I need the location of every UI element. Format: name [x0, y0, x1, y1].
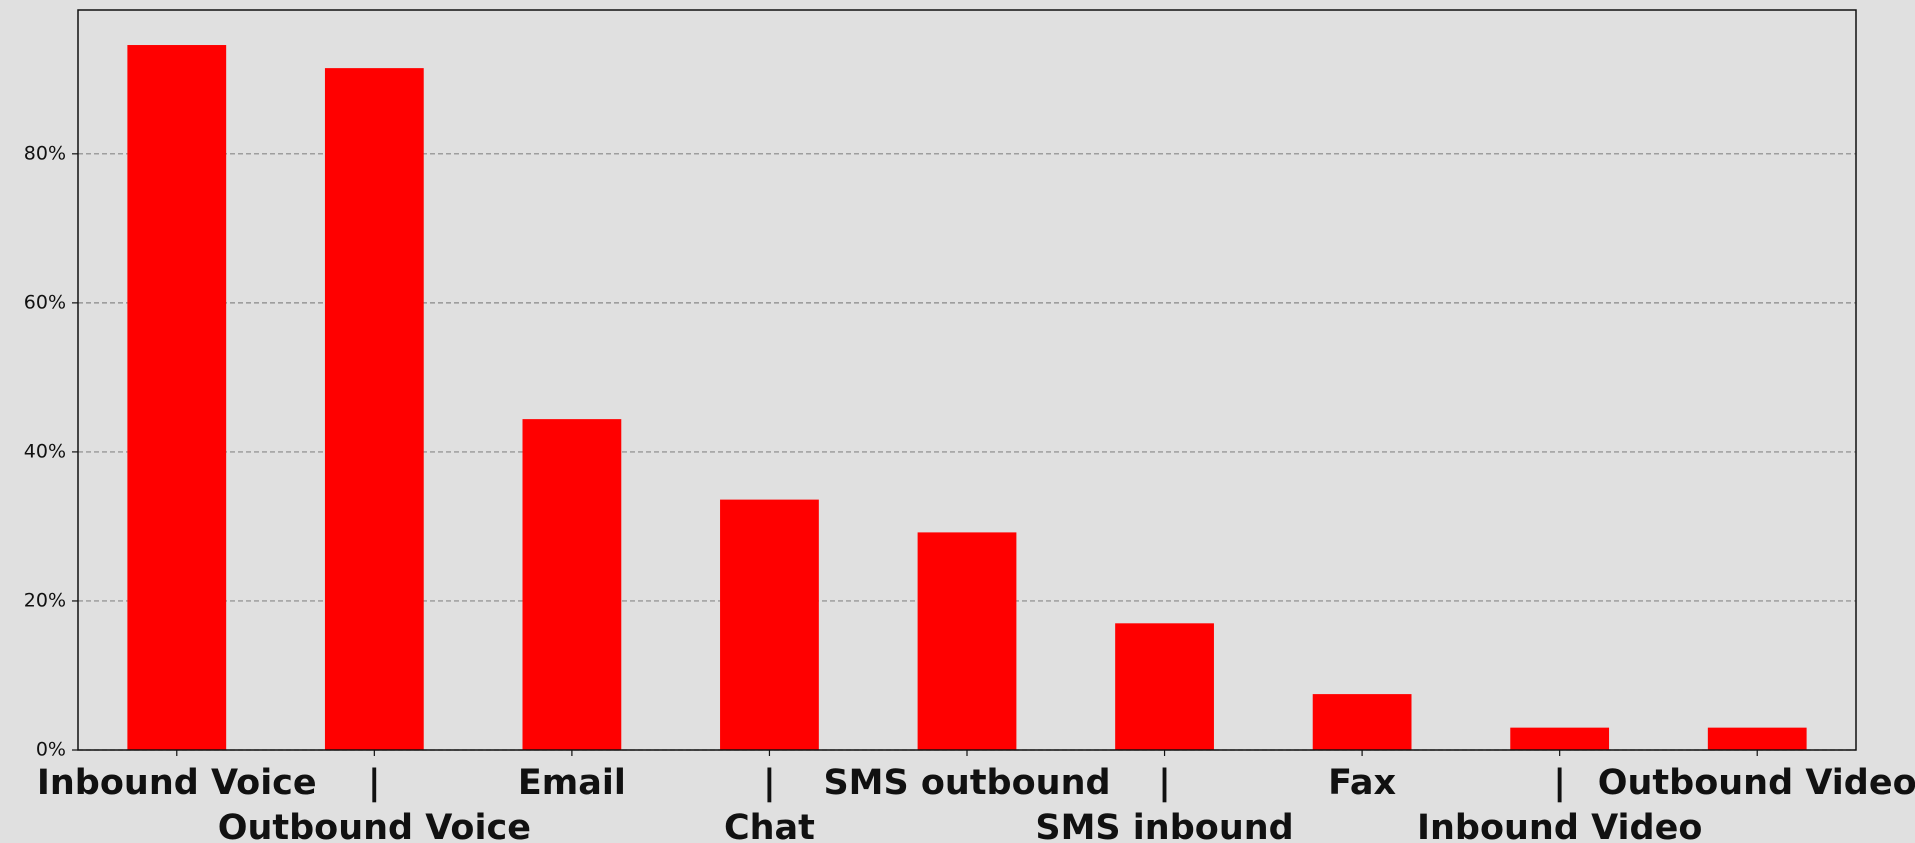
x-tick-label: Outbound Voice	[218, 808, 531, 843]
bar	[1707, 727, 1807, 750]
y-tick-label: 80%	[24, 142, 66, 164]
x-tick-label: Inbound Voice	[37, 763, 317, 803]
x-tick-label: |	[763, 763, 776, 803]
bar	[127, 45, 227, 751]
x-tick-label: SMS outbound	[823, 763, 1110, 803]
y-tick-label: 20%	[24, 589, 66, 611]
x-tick-label: Inbound Video	[1417, 808, 1702, 843]
bar	[324, 68, 424, 750]
x-tick-label: |	[1553, 763, 1566, 803]
y-tick-label: 0%	[36, 739, 66, 761]
x-tick-label: SMS inbound	[1035, 808, 1293, 843]
bar	[1312, 694, 1412, 750]
plot-frame	[77, 9, 1857, 751]
y-tick-label: 40%	[24, 440, 66, 462]
x-tick-label: Email	[518, 763, 626, 803]
bar	[1510, 727, 1610, 750]
x-tick-label: Chat	[724, 808, 815, 843]
bar	[1115, 623, 1214, 750]
x-tick-label: |	[368, 763, 381, 803]
x-tick-label: Fax	[1328, 763, 1396, 803]
y-tick-label: 60%	[24, 291, 66, 313]
bar	[917, 532, 1017, 750]
x-tick-label: Outbound Video	[1598, 763, 1915, 803]
x-tick-label: |	[1158, 763, 1171, 803]
bar	[720, 499, 819, 750]
bar	[522, 419, 622, 750]
